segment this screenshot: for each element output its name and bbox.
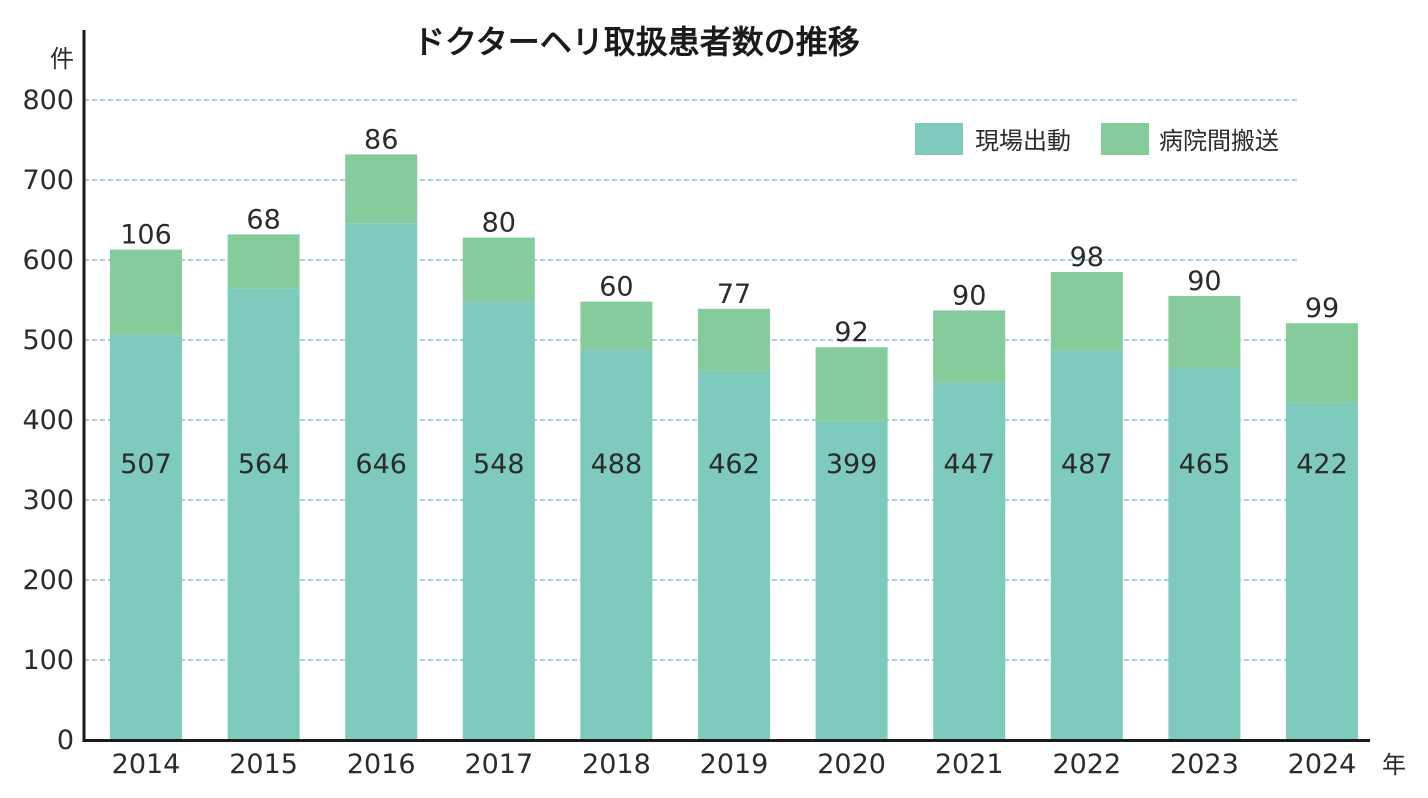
bar-2023-onsite bbox=[1168, 368, 1241, 740]
bar-2018-onsite bbox=[580, 349, 653, 740]
data-label-2017-onsite: 548 bbox=[473, 449, 525, 480]
bar-2024-transfer bbox=[1286, 323, 1358, 403]
data-label-2022-onsite: 487 bbox=[1061, 449, 1113, 480]
y-tick-label: 800 bbox=[22, 85, 74, 116]
data-label-2021-onsite: 447 bbox=[943, 449, 995, 480]
y-axis-unit-label: 件 bbox=[50, 45, 74, 73]
bar-2014-onsite bbox=[110, 334, 182, 740]
data-label-2023-onsite: 465 bbox=[1179, 449, 1231, 480]
y-tick-label: 0 bbox=[57, 725, 74, 756]
x-tick-label: 2017 bbox=[464, 749, 533, 780]
bars: 507 106 564 68 646 86 548 80 488 60 462 77 399 92 447 9… bbox=[110, 124, 1358, 740]
x-tick-label: 2021 bbox=[935, 749, 1004, 780]
x-tick-label: 2014 bbox=[112, 749, 181, 780]
bar-2015-onsite bbox=[227, 288, 300, 740]
data-label-2020-onsite: 399 bbox=[826, 449, 878, 480]
x-tick-label: 2023 bbox=[1170, 749, 1239, 780]
bar-2021-onsite bbox=[933, 382, 1006, 740]
legend-label-onsite: 現場出動 bbox=[975, 127, 1071, 155]
bar-2019-transfer bbox=[698, 308, 770, 371]
bar-2022-transfer bbox=[1050, 272, 1123, 351]
bar-2017-transfer bbox=[462, 237, 535, 302]
bar-2020-onsite bbox=[815, 420, 888, 740]
bar-2017-onsite bbox=[462, 301, 535, 740]
bar-2018-transfer bbox=[580, 301, 653, 350]
data-label-2024-onsite: 422 bbox=[1296, 449, 1348, 480]
bar-2016-transfer bbox=[345, 154, 418, 224]
data-label-2016-onsite: 646 bbox=[355, 449, 407, 480]
y-tick-label: 200 bbox=[22, 565, 74, 596]
data-label-2014-transfer: 106 bbox=[120, 220, 172, 251]
y-axis-ticks: 0 100 200 300 400 500 600 700 800 bbox=[22, 85, 74, 756]
y-tick-label: 700 bbox=[22, 165, 74, 196]
x-tick-label: 2024 bbox=[1288, 749, 1357, 780]
x-tick-label: 2020 bbox=[817, 749, 886, 780]
x-tick-label: 2019 bbox=[700, 749, 769, 780]
legend-swatch-transfer bbox=[1101, 123, 1149, 155]
data-label-2024-transfer: 99 bbox=[1305, 293, 1339, 324]
legend: 現場出動 病院間搬送 bbox=[915, 123, 1279, 155]
y-tick-label: 400 bbox=[22, 405, 74, 436]
data-label-2018-transfer: 60 bbox=[599, 272, 633, 303]
y-tick-label: 100 bbox=[22, 645, 74, 676]
data-label-2023-transfer: 90 bbox=[1187, 266, 1221, 297]
data-label-2021-transfer: 90 bbox=[952, 280, 986, 311]
bar-2023-transfer bbox=[1168, 296, 1241, 368]
x-tick-label: 2022 bbox=[1052, 749, 1121, 780]
chart-title: ドクターヘリ取扱患者数の推移 bbox=[413, 23, 860, 61]
legend-swatch-onsite bbox=[915, 123, 963, 155]
x-axis-ticks: 2014 2015 2016 2017 2018 2019 2020 2021 2022 2023… bbox=[112, 749, 1357, 780]
data-label-2018-onsite: 488 bbox=[591, 449, 643, 480]
data-label-2022-transfer: 98 bbox=[1070, 242, 1104, 273]
data-label-2019-onsite: 462 bbox=[708, 449, 760, 480]
data-label-2020-transfer: 92 bbox=[834, 317, 868, 348]
x-tick-label: 2015 bbox=[229, 749, 298, 780]
bar-2021-transfer bbox=[933, 310, 1006, 383]
data-label-2015-onsite: 564 bbox=[238, 449, 290, 480]
y-tick-label: 600 bbox=[22, 245, 74, 276]
x-tick-label: 2016 bbox=[347, 749, 416, 780]
legend-label-transfer: 病院間搬送 bbox=[1159, 127, 1279, 155]
data-label-2015-transfer: 68 bbox=[246, 204, 280, 235]
bar-2022-onsite bbox=[1050, 350, 1123, 740]
data-label-2017-transfer: 80 bbox=[482, 208, 516, 239]
bar-2014-transfer bbox=[110, 249, 182, 335]
x-axis-unit-label: 年 bbox=[1382, 751, 1406, 779]
bar-2016-onsite bbox=[345, 223, 418, 740]
data-label-2019-transfer: 77 bbox=[717, 279, 751, 310]
data-label-2016-transfer: 86 bbox=[364, 124, 398, 155]
x-tick-label: 2018 bbox=[582, 749, 651, 780]
y-tick-label: 500 bbox=[22, 325, 74, 356]
bar-2015-transfer bbox=[227, 234, 300, 289]
bar-2019-onsite bbox=[698, 370, 770, 740]
bar-2020-transfer bbox=[815, 347, 888, 421]
bar-2024-onsite bbox=[1286, 402, 1358, 740]
y-tick-label: 300 bbox=[22, 485, 74, 516]
data-label-2014-onsite: 507 bbox=[120, 449, 172, 480]
